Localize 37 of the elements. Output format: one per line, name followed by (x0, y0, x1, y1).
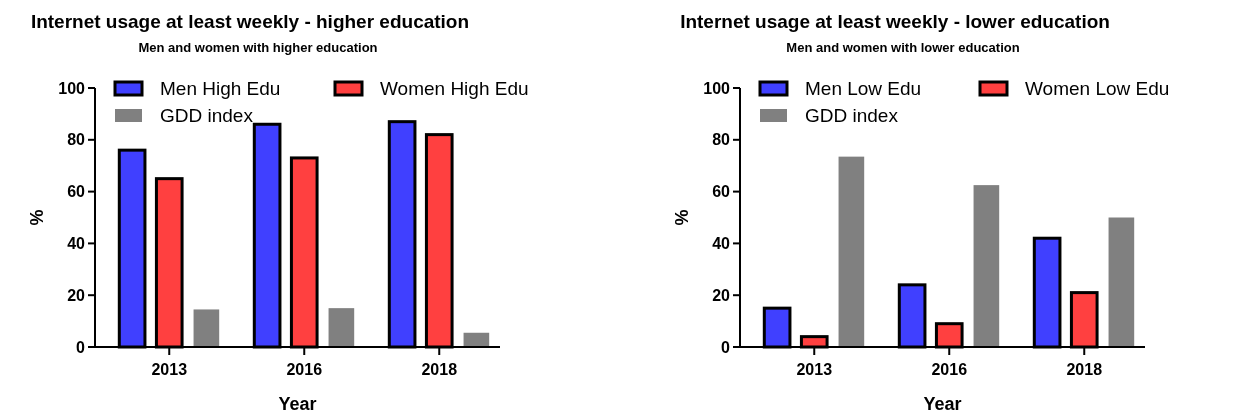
chart-title: Internet usage at least weekly - lower education (680, 11, 1110, 32)
y-tick-label: 20 (67, 286, 86, 304)
y-tick-label: 60 (712, 183, 731, 201)
bar (973, 185, 1000, 347)
bar (838, 156, 865, 347)
y-tick-label: 40 (712, 235, 731, 252)
bar (193, 309, 220, 347)
x-tick-label: 2018 (421, 361, 458, 378)
y-axis-title: % (27, 209, 47, 226)
legend-label: Men Low Edu (805, 77, 922, 99)
y-tick-label: 100 (703, 79, 731, 97)
x-tick-label: 2018 (1066, 361, 1103, 378)
y-tick-label: 0 (76, 338, 86, 356)
y-tick-label: 60 (67, 183, 86, 201)
y-tick-label: 40 (67, 235, 86, 252)
legend-label: Women High Edu (380, 77, 529, 99)
x-tick-label: 2016 (286, 361, 323, 378)
x-tick-label: 2013 (151, 361, 188, 378)
y-axis-title: % (672, 209, 692, 226)
x-axis-title: Year (278, 394, 317, 414)
chart-title: Internet usage at least weekly - higher education (30, 11, 470, 32)
legend-label: GDD index (805, 104, 899, 126)
y-tick-label: 20 (712, 286, 731, 304)
chart-subtitle: Men and women with higher education (138, 40, 378, 55)
y-tick-label: 100 (58, 79, 86, 97)
y-tick-label: 80 (712, 131, 731, 149)
x-tick-label: 2016 (931, 361, 968, 378)
legend-label: Men High Edu (160, 77, 281, 99)
bar (328, 308, 355, 347)
y-tick-label: 80 (67, 131, 86, 149)
x-tick-label: 2013 (796, 361, 833, 378)
x-axis-title: Year (923, 394, 962, 414)
chart-subtitle: Men and women with lower education (786, 40, 1020, 55)
bar (1108, 217, 1135, 347)
y-tick-label: 0 (721, 338, 731, 356)
legend-label: Women Low Edu (1025, 77, 1170, 99)
legend-label: GDD index (160, 104, 254, 126)
